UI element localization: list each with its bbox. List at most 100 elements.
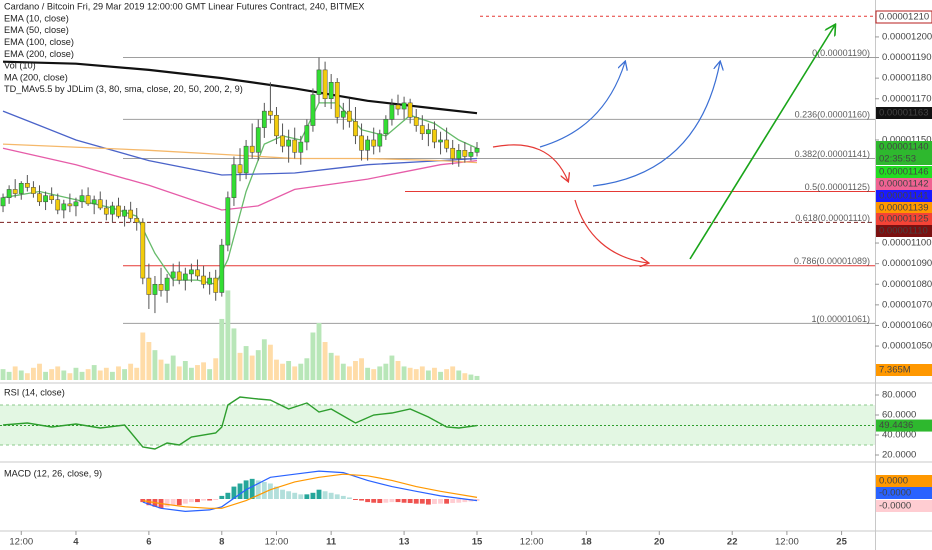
macd-hist-bar — [371, 499, 377, 503]
candle-body — [195, 269, 200, 277]
rsi-tick-label: 20.0000 — [882, 450, 916, 461]
volume-bar — [377, 366, 383, 380]
volume-bar — [170, 355, 176, 380]
volume-bar — [182, 361, 188, 380]
rsi-tick-label: 80.0000 — [882, 390, 916, 401]
volume-bar — [322, 342, 328, 380]
x-tick-label: 12:00 — [775, 537, 799, 548]
macd-hist-bar — [413, 499, 419, 504]
macd-hist-bar — [225, 492, 231, 499]
macd-hist-bar — [298, 494, 304, 499]
price-label-box — [876, 141, 932, 153]
candle-body — [0, 197, 6, 207]
macd-hist-bar — [340, 495, 346, 499]
volume-bar — [328, 352, 334, 380]
candle-body — [274, 114, 279, 137]
candle-body — [55, 199, 61, 211]
macd-value-label-box — [876, 487, 932, 499]
candle-body — [353, 121, 358, 137]
macd-hist-bar — [261, 481, 267, 499]
candle-body — [182, 273, 188, 281]
volume-bar — [122, 369, 127, 380]
volume-bar — [438, 371, 443, 380]
volume-bar — [225, 290, 231, 380]
macd-hist-bar — [353, 499, 358, 500]
macd-hist-bar — [195, 499, 200, 503]
volume-bar — [432, 367, 437, 380]
macd-hist-bar — [237, 483, 243, 499]
price-label-box — [876, 166, 932, 178]
macd-hist-bar — [267, 483, 273, 499]
volume-bar — [146, 342, 152, 380]
volume-bar — [109, 371, 115, 380]
macd-hist-bar — [231, 486, 237, 499]
macd-hist-bar — [316, 489, 322, 499]
macd-hist-bar — [450, 499, 456, 504]
y-tick-label: 0.00001070 — [882, 299, 932, 310]
candle-body — [304, 125, 310, 143]
macd-hist-bar — [286, 491, 292, 499]
volume-bar — [468, 374, 474, 380]
volume-bar — [365, 367, 371, 380]
indicator-line — [2, 110, 478, 176]
macd-hist-bar — [213, 499, 219, 500]
rsi-value-label: 49.4436 — [879, 420, 913, 431]
price-label-box — [876, 178, 932, 190]
price-label: 0.00001163 — [879, 108, 929, 119]
price-label: 0.00001146 — [879, 167, 929, 178]
drawn-arrow — [574, 199, 648, 263]
candle-body — [91, 199, 97, 205]
macd-hist-bar — [255, 480, 261, 499]
candle-body — [298, 141, 304, 153]
y-tick-label: 0.00001090 — [882, 258, 932, 269]
candle-body — [37, 193, 42, 203]
x-tick-label: 15 — [472, 537, 483, 548]
macd-hist-bar — [432, 499, 437, 504]
volume-bar — [49, 369, 55, 380]
volume-bar — [419, 366, 425, 380]
legend-entry: Vol (10) — [4, 61, 36, 71]
volume-bar — [116, 366, 121, 380]
volume-bar — [18, 370, 24, 380]
volume-bar — [255, 350, 261, 380]
price-label-box — [876, 190, 932, 202]
countdown-label: 02:35:53 — [879, 154, 916, 165]
volume-bar — [237, 352, 243, 380]
x-tick-label: 6 — [146, 537, 151, 548]
signal-line — [142, 473, 478, 509]
candle-body — [419, 125, 425, 135]
candle-body — [383, 119, 389, 135]
volume-bar — [103, 367, 109, 380]
volume-bar — [371, 369, 377, 380]
candle-body — [134, 218, 140, 223]
macd-value-label: -0.0000 — [879, 488, 911, 499]
macd-hist-bar — [170, 499, 176, 506]
volume-bar — [280, 363, 285, 380]
macd-hist-bar — [359, 499, 364, 501]
macd-hist-bar — [328, 492, 334, 499]
volume-bar — [12, 366, 18, 380]
volume-bar — [292, 366, 298, 380]
volume-bar — [316, 323, 322, 380]
volume-bar — [195, 365, 200, 380]
volume-bar — [231, 328, 237, 380]
candle-body — [340, 110, 346, 118]
candle-body — [67, 203, 73, 207]
macd-hist-bar — [438, 499, 443, 504]
indicator-line — [2, 60, 478, 115]
candle-body — [255, 127, 261, 153]
volume-bar — [55, 366, 61, 380]
price-label: 0.00001125 — [879, 214, 929, 225]
candle-body — [128, 209, 134, 219]
drawn-arrow — [539, 62, 625, 148]
candle-body — [292, 139, 298, 153]
macd-hist-bar — [334, 494, 340, 499]
macd-hist-bar — [462, 499, 468, 503]
candle-body — [261, 110, 267, 128]
candle-group — [0, 57, 480, 314]
y-tick-label: 0.00001080 — [882, 279, 932, 290]
fib-label: 0.786(0.00001089) — [794, 256, 870, 266]
volume-bar — [213, 358, 219, 380]
price-label: 0.00001142 — [879, 179, 929, 190]
